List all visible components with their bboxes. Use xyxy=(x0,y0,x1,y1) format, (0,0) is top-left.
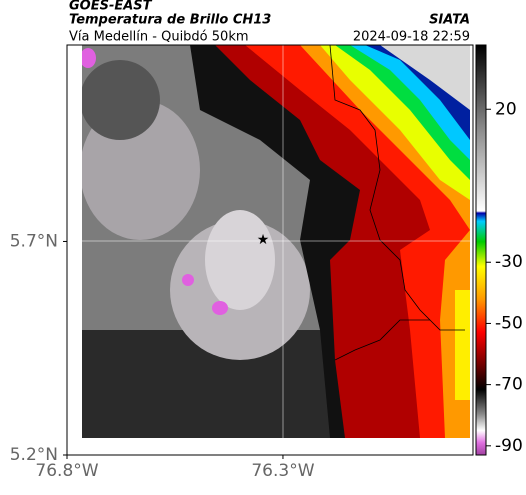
colorbar-tick-label: -30 xyxy=(495,252,523,272)
subtitle: Vía Medellín - Quibdó 50km xyxy=(69,30,249,45)
colorbar-tick-label: 20 xyxy=(495,99,517,119)
satellite-image: ★ xyxy=(82,45,470,438)
colorbar xyxy=(475,44,487,456)
axes-frame xyxy=(66,44,474,456)
brand: SIATA xyxy=(429,13,470,28)
title: Temperatura de Brillo CH13 xyxy=(69,13,271,28)
x-tick-label: 76.8°W xyxy=(35,461,98,481)
timestamp: 2024-09-18 22:59 xyxy=(353,30,470,45)
y-tick-label: 5.7°N xyxy=(10,231,58,251)
source: GOES-EAST xyxy=(69,0,153,14)
colorbar-tick-label: -50 xyxy=(495,313,523,333)
y-tick-label: 5.2°N xyxy=(10,445,58,465)
colorbar-tick-label: -90 xyxy=(495,436,523,456)
colorbar-tick-label: -70 xyxy=(495,375,523,395)
x-tick-label: 76.3°W xyxy=(251,461,314,481)
svg-text:★: ★ xyxy=(257,232,270,248)
